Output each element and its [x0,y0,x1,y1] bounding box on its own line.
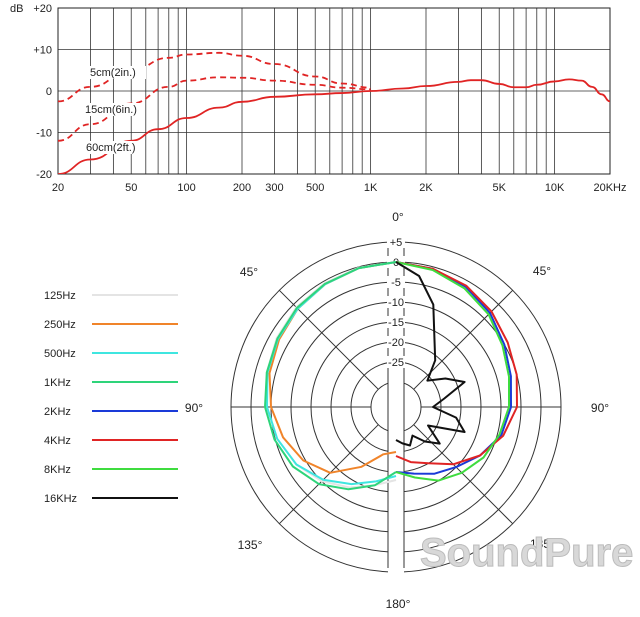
polar-r-tick-label: -25 [388,357,404,369]
polar-series-line [395,261,518,466]
polar-r-tick-bg [387,356,405,368]
legend-label: 2KHz [44,406,71,418]
fr-x-tick-label: 100 [177,182,195,194]
polar-spoke [278,289,379,390]
polar-angle-label: 90° [185,401,203,415]
legend-label: 4KHz [44,435,71,447]
polar-r-tick-label: +5 [390,237,403,249]
polar-r-tick-bg [387,296,405,308]
polar-series-line [265,261,397,489]
fr-x-tick-label: 20KHz [593,182,626,194]
fr-y-axis-label: dB [10,3,23,15]
fr-x-tick-label: 200 [233,182,251,194]
polar-r-tick-bg [387,316,405,328]
fr-x-tick-label: 500 [306,182,324,194]
polar-angle-label: 0° [392,210,404,224]
fr-series-label: 5cm(2in.) [90,67,136,79]
fr-x-tick-label: 50 [125,182,137,194]
legend-label: 500Hz [44,348,76,360]
legend-label: 1KHz [44,377,71,389]
fr-series-label-bg [84,141,142,154]
legend-label: 8KHz [44,464,71,476]
fr-series-label: 60cm(2ft.) [86,142,136,154]
polar-series-line [395,261,512,475]
fr-plot-frame [57,7,611,175]
polar-angle-label: 135° [238,538,263,552]
polar-r-tick-bg [387,236,405,248]
polar-legend: 125Hz 250Hz 500Hz 1KHz 2KHz 4KHz 8KHz 16KHz [44,290,178,505]
frequency-response-chart: +20 +10 0 -10 -20 dB 20 50 100 200 300 500 1K 2K 5K 10K… [10,3,627,194]
fr-series-label-bg [83,103,141,116]
fr-y-tick-label: +10 [33,45,52,57]
fr-series-line [58,78,610,174]
fr-y-tick-label: -10 [36,128,52,140]
fr-series-line [58,51,371,103]
fr-series-label-bg [88,66,146,79]
polar-angle-label: 180° [386,597,411,611]
polar-r-tick-label: -5 [391,277,401,289]
polar-angle-label: 45° [533,264,551,278]
polar-pattern-chart: +50-5-10-15-20-250°45°90°135180°135°90°4… [185,210,609,611]
polar-series-line [266,261,397,486]
polar-r-tick-label: -15 [388,317,404,329]
legend-label: 250Hz [44,319,76,331]
polar-spoke [413,289,514,390]
legend-label: 125Hz [44,290,76,302]
fr-series-label: 15cm(6in.) [85,104,137,116]
polar-angle-label: 90° [591,401,609,415]
polar-spoke [413,424,514,525]
fr-y-tick-label: -20 [36,169,52,181]
fr-x-tick-label: 300 [265,182,283,194]
polar-angle-label: 135 [530,537,550,551]
polar-r-tick-label: -10 [388,297,404,309]
polar-angle-label: 45° [240,265,258,279]
polar-spoke [278,424,379,525]
polar-r-tick-bg [387,336,405,348]
polar-series-line [264,261,397,491]
fr-x-tick-label: 20 [52,182,64,194]
fr-x-tick-label: 2K [419,182,433,194]
fr-x-tick-label: 10K [545,182,565,194]
fr-y-tick-label: +20 [33,3,52,15]
polar-r-tick-label: -20 [388,337,404,349]
fr-x-tick-label: 5K [492,182,506,194]
legend-label: 16KHz [44,493,77,505]
polar-series-line [395,261,510,482]
fr-y-tick-label: 0 [46,86,52,98]
watermark-text: SoundPure [420,531,633,575]
polar-r-tick-bg [387,276,405,288]
polar-series-line [395,261,466,447]
fr-x-tick-label: 1K [364,182,378,194]
polar-series-line [268,261,397,474]
